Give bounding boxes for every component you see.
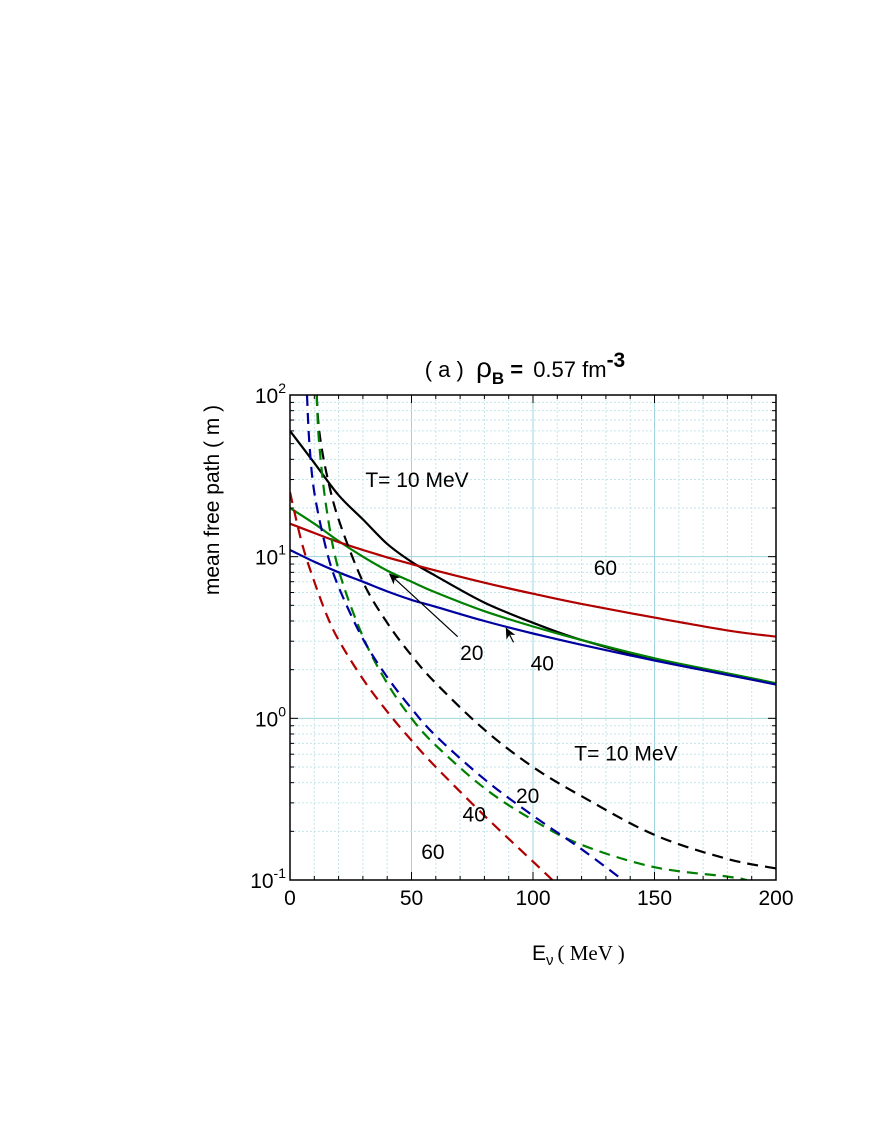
series-line-T60-dashed <box>290 492 554 880</box>
x-tick-label: 50 <box>400 887 423 910</box>
series-line-T40-solid <box>290 549 776 686</box>
x-tick-label: 100 <box>515 887 550 910</box>
annotation-arrow <box>505 627 516 643</box>
annotation-label: 20 <box>460 642 483 665</box>
axis-ticks <box>289 395 777 881</box>
y-tick-label: 10-1 <box>250 865 286 893</box>
annotation-arrow <box>388 573 459 638</box>
annotation-label: 60 <box>594 557 617 580</box>
annotation-label: 60 <box>421 841 444 864</box>
y-tick-label: 100 <box>255 703 286 731</box>
y-tick-label: 101 <box>255 542 286 570</box>
x-tick-label: 200 <box>758 887 793 910</box>
annotation-label: T= 10 MeV <box>365 469 468 492</box>
x-tick-label: 0 <box>284 887 296 910</box>
x-tick-labels: 0 50 100 150 200 <box>284 887 793 910</box>
y-axis-label: mean free path ( m ) <box>201 405 224 595</box>
x-tick-label: 150 <box>637 887 672 910</box>
series-line-T20-dashed <box>315 395 748 880</box>
y-tick-labels: 10-1 100 101 102 <box>250 380 286 893</box>
annotations: T= 10 MeV 60 20 40 T= 10 MeV 20 40 60 <box>365 469 677 864</box>
curves <box>290 395 776 880</box>
annotation-label: 40 <box>531 652 554 675</box>
series-line-T40-dashed <box>305 395 624 880</box>
series-line-T60-solid <box>290 522 776 638</box>
x-axis-label: Eν( MeV ) <box>532 941 625 969</box>
chart-title: ( a ) ρB = 0.57 fm-3 <box>425 349 626 388</box>
series-line-T10-dashed <box>315 395 776 870</box>
grid <box>290 395 776 880</box>
annotation-label: 40 <box>463 804 486 827</box>
annotation-label: 20 <box>516 785 539 808</box>
y-tick-label: 102 <box>255 380 286 408</box>
annotation-label: T= 10 MeV <box>574 742 677 765</box>
